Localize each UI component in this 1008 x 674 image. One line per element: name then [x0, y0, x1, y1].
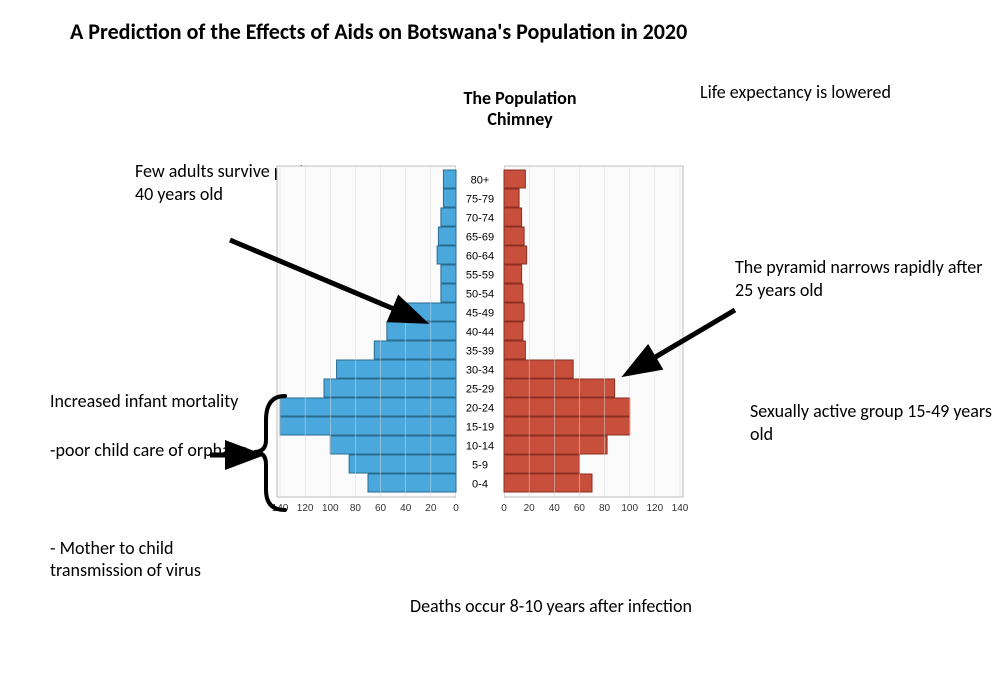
right-bar [504, 208, 522, 226]
right-bar [504, 170, 525, 188]
x-tick-left: 20 [425, 503, 437, 514]
age-label: 35-39 [466, 346, 494, 358]
left-bar [337, 360, 456, 378]
x-tick-left: 60 [375, 503, 387, 514]
x-tick-right: 40 [549, 503, 561, 514]
age-label: 50-54 [466, 289, 494, 301]
x-tick-right: 80 [599, 503, 611, 514]
x-tick-right: 60 [574, 503, 586, 514]
x-tick-left: 80 [350, 503, 362, 514]
age-label: 55-59 [466, 270, 494, 282]
age-label: 0-4 [472, 479, 488, 491]
x-tick-left: 120 [297, 503, 314, 514]
age-label: 20-24 [466, 403, 494, 415]
x-tick-right: 20 [524, 503, 536, 514]
right-bar [504, 284, 523, 302]
right-bar [504, 322, 523, 340]
right-bar [504, 436, 607, 454]
x-tick-right: 0 [501, 503, 507, 514]
left-bar [438, 227, 456, 245]
x-tick-right: 100 [621, 503, 638, 514]
right-bar [504, 341, 525, 359]
age-label: 80+ [471, 175, 490, 187]
right-bar [504, 265, 522, 283]
age-label: 65-69 [466, 232, 494, 244]
left-bar [443, 189, 456, 207]
right-bar [504, 227, 524, 245]
left-bar [374, 341, 456, 359]
age-label: 30-34 [466, 365, 494, 377]
x-tick-left: 40 [400, 503, 412, 514]
left-bar [437, 246, 456, 264]
population-pyramid-chart: 80+ 75-79 70-74 65-69 60-64 55-59 50-54 45-49 40… [0, 0, 1008, 674]
left-bar [368, 474, 456, 492]
age-label: 40-44 [466, 327, 494, 339]
right-bar [504, 474, 592, 492]
age-label: 25-29 [466, 384, 494, 396]
left-bar [387, 322, 456, 340]
age-label: 70-74 [466, 213, 494, 225]
left-bar [280, 398, 456, 416]
right-bar [504, 246, 527, 264]
right-bar [504, 398, 630, 416]
left-bar [443, 170, 456, 188]
right-bar [504, 417, 630, 435]
right-bar [504, 455, 579, 473]
left-bar [324, 379, 456, 397]
left-bar [330, 436, 456, 454]
left-bar [441, 284, 456, 302]
age-label: 5-9 [472, 460, 488, 472]
left-bar [280, 417, 456, 435]
right-bar [504, 360, 573, 378]
x-tick-right: 120 [647, 503, 664, 514]
age-label: 60-64 [466, 251, 494, 263]
age-label: 75-79 [466, 194, 494, 206]
right-bar [504, 303, 524, 321]
right-bar [504, 189, 519, 207]
age-label: 45-49 [466, 308, 494, 320]
age-label: 10-14 [466, 441, 494, 453]
x-tick-right: 140 [672, 503, 689, 514]
x-tick-left: 100 [322, 503, 339, 514]
right-bar [504, 379, 615, 397]
left-bar [441, 208, 456, 226]
x-tick-left: 140 [272, 503, 289, 514]
age-label: 15-19 [466, 422, 494, 434]
x-tick-left: 0 [453, 503, 459, 514]
left-bar [349, 455, 456, 473]
left-bar [441, 265, 456, 283]
